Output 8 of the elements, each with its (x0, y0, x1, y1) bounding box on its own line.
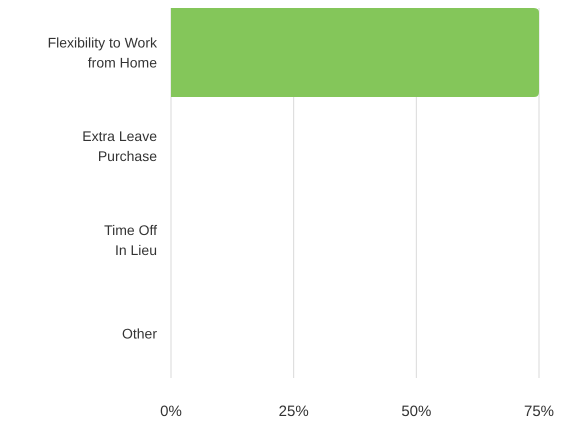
x-tick-label: 25% (278, 403, 309, 420)
y-tick-label: Flexibility to Work from Home (48, 34, 158, 70)
y-tick-label: Time Off In Lieu (104, 222, 158, 258)
x-tick-label: 0% (160, 403, 182, 420)
y-tick-label: Extra Leave Purchase (82, 128, 158, 164)
y-tick-label: Other (122, 326, 158, 342)
x-tick-label: 75% (524, 403, 554, 420)
x-tick-label: 50% (401, 403, 432, 420)
